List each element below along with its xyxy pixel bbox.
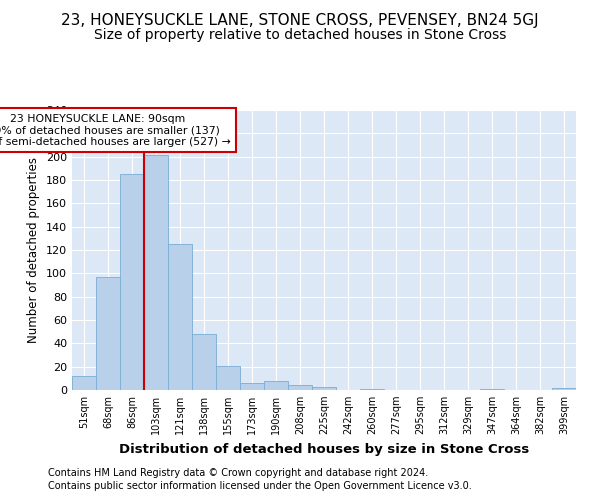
X-axis label: Distribution of detached houses by size in Stone Cross: Distribution of detached houses by size … <box>119 442 529 456</box>
Bar <box>480 389 504 390</box>
Bar <box>264 380 288 390</box>
Bar <box>360 389 384 390</box>
Bar <box>288 386 312 390</box>
Bar <box>240 383 264 390</box>
Bar <box>72 376 96 390</box>
Text: 23, HONEYSUCKLE LANE, STONE CROSS, PEVENSEY, BN24 5GJ: 23, HONEYSUCKLE LANE, STONE CROSS, PEVEN… <box>61 12 539 28</box>
Bar <box>216 366 240 390</box>
Bar <box>168 244 192 390</box>
Bar <box>120 174 144 390</box>
Text: Contains public sector information licensed under the Open Government Licence v3: Contains public sector information licen… <box>48 481 472 491</box>
Bar <box>96 277 120 390</box>
Text: Contains HM Land Registry data © Crown copyright and database right 2024.: Contains HM Land Registry data © Crown c… <box>48 468 428 477</box>
Bar <box>312 386 336 390</box>
Bar <box>552 388 576 390</box>
Y-axis label: Number of detached properties: Number of detached properties <box>28 157 40 343</box>
Text: 23 HONEYSUCKLE LANE: 90sqm
← 19% of detached houses are smaller (137)
75% of sem: 23 HONEYSUCKLE LANE: 90sqm ← 19% of deta… <box>0 114 230 146</box>
Bar <box>192 334 216 390</box>
Bar <box>144 156 168 390</box>
Text: Size of property relative to detached houses in Stone Cross: Size of property relative to detached ho… <box>94 28 506 42</box>
